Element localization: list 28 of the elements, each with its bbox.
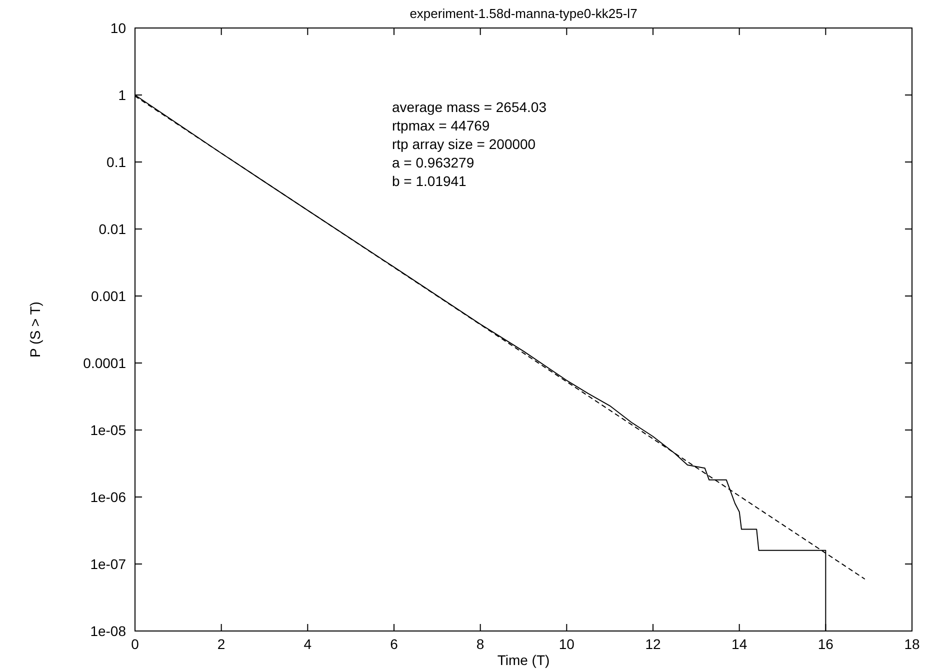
annotation: rtpmax = 44769: [392, 118, 490, 134]
x-tick-label: 12: [645, 636, 661, 652]
x-axis-title: Time (T): [497, 652, 550, 668]
x-tick-label: 14: [732, 636, 748, 652]
y-tick-label: 10: [110, 20, 126, 36]
y-axis-title: P (S > T): [27, 302, 43, 358]
x-tick-label: 18: [904, 636, 920, 652]
y-tick-label: 1: [118, 87, 126, 103]
annotation: b = 1.01941: [392, 173, 467, 189]
y-tick-label: 1e-07: [90, 556, 126, 572]
x-tick-label: 0: [131, 636, 140, 652]
chart-title: experiment-1.58d-manna-type0-kk25-l7: [410, 6, 638, 21]
y-tick-label: 1e-08: [90, 623, 126, 639]
y-tick-label: 0.01: [98, 221, 126, 237]
x-tick-label: 2: [217, 636, 226, 652]
y-tick-label: 1e-05: [90, 422, 126, 438]
y-tick-label: 0.001: [90, 288, 126, 304]
x-tick-label: 10: [558, 636, 575, 652]
x-tick-label: 4: [304, 636, 312, 652]
annotation: a = 0.963279: [392, 154, 474, 170]
x-tick-label: 8: [476, 636, 484, 652]
y-tick-label: 1e-06: [90, 489, 126, 505]
annotation: rtp array size = 200000: [392, 136, 536, 152]
y-tick-label: 0.0001: [83, 355, 126, 371]
annotation: average mass = 2654.03: [392, 99, 547, 115]
x-tick-label: 6: [390, 636, 398, 652]
y-tick-label: 0.1: [106, 154, 126, 170]
x-tick-label: 16: [818, 636, 834, 652]
